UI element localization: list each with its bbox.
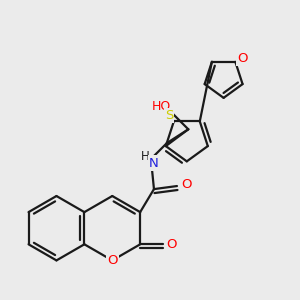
Text: O: O	[107, 254, 118, 267]
Text: HO: HO	[152, 100, 171, 113]
Text: N: N	[149, 157, 159, 169]
Text: S: S	[165, 110, 173, 122]
Text: H: H	[140, 150, 149, 164]
Text: O: O	[237, 52, 247, 65]
Text: O: O	[167, 238, 177, 251]
Text: O: O	[181, 178, 191, 191]
